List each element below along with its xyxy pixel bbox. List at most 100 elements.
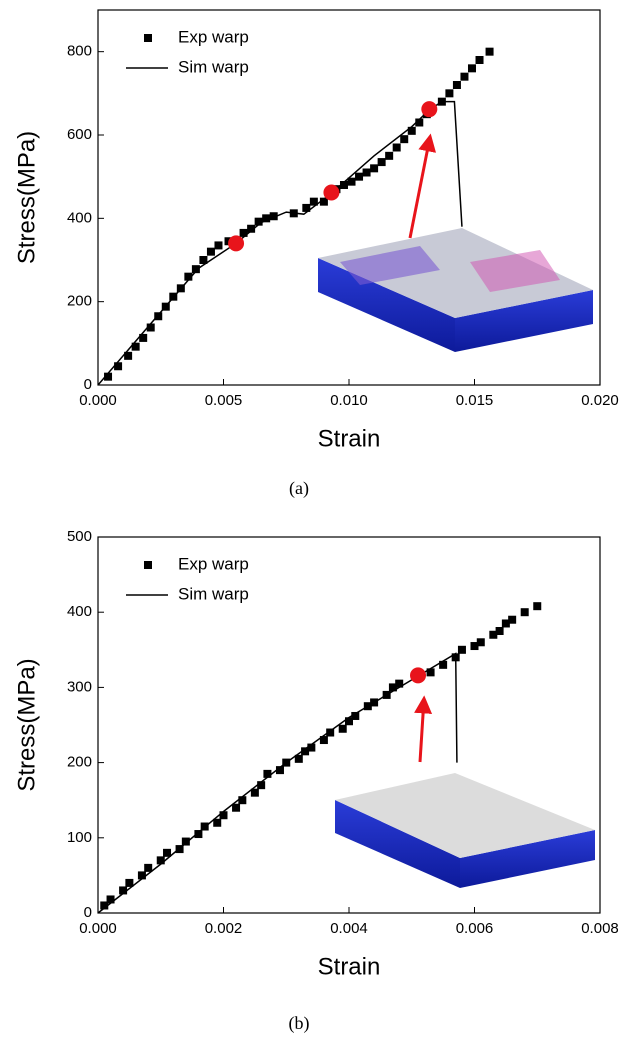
- data-point: [124, 351, 133, 360]
- x-tick-label: 0.020: [581, 392, 619, 409]
- data-point: [467, 64, 476, 73]
- data-point: [206, 247, 215, 256]
- x-tick-label: 0.002: [205, 920, 243, 937]
- data-point: [100, 901, 109, 910]
- data-point: [262, 214, 271, 223]
- data-point: [184, 272, 193, 281]
- data-point: [275, 766, 284, 775]
- highlight-point: [421, 101, 438, 118]
- x-tick-label: 0.006: [456, 920, 494, 937]
- data-point: [119, 886, 128, 895]
- data-point: [239, 228, 248, 237]
- data-point: [400, 135, 409, 144]
- data-point: [385, 151, 394, 160]
- x-tick-label: 0.000: [79, 392, 117, 409]
- data-point: [263, 769, 272, 778]
- y-tick-label: 300: [67, 678, 92, 695]
- data-point: [362, 168, 371, 177]
- data-point: [351, 711, 360, 720]
- data-point: [106, 895, 115, 904]
- data-point: [439, 660, 448, 669]
- caption: (b): [289, 1013, 310, 1034]
- arrow: [408, 133, 437, 239]
- data-line: [97, 100, 463, 386]
- data-point: [370, 164, 379, 173]
- y-tick-label: 600: [67, 126, 92, 143]
- x-axis-label: Strain: [318, 953, 381, 980]
- y-tick-label: 400: [67, 209, 92, 226]
- caption: (a): [289, 478, 309, 499]
- highlight-point: [410, 667, 427, 684]
- y-tick-label: 400: [67, 603, 92, 620]
- data-point: [326, 728, 335, 737]
- data-point: [247, 224, 256, 233]
- legend-label: Exp warp: [178, 27, 249, 46]
- data-point: [154, 312, 163, 321]
- data-point: [470, 642, 479, 651]
- data-point: [137, 871, 146, 880]
- data-point: [475, 56, 484, 64]
- data-point: [319, 197, 328, 206]
- data-point: [194, 830, 203, 839]
- legend-label: Sim warp: [178, 584, 249, 603]
- data-line: [97, 652, 458, 914]
- data-point: [163, 848, 172, 857]
- y-tick-label: 0: [84, 376, 92, 393]
- data-point: [485, 47, 494, 56]
- data-point: [294, 754, 303, 763]
- data-point: [339, 181, 348, 189]
- data-point: [156, 856, 165, 865]
- data-point: [181, 837, 190, 846]
- data-point: [489, 630, 498, 639]
- y-tick-label: 200: [67, 293, 92, 310]
- data-point: [445, 89, 454, 98]
- data-point: [319, 736, 328, 745]
- x-axis-label: Strain: [318, 425, 381, 452]
- data-point: [460, 72, 469, 81]
- data-point: [257, 781, 266, 790]
- data-point: [395, 679, 404, 688]
- data-point: [114, 362, 123, 371]
- data-point: [144, 863, 153, 872]
- data-point: [533, 602, 542, 611]
- data-point: [146, 323, 155, 332]
- data-point: [219, 811, 228, 820]
- legend-marker: [144, 34, 152, 42]
- data-point: [338, 724, 347, 733]
- x-tick-label: 0.005: [205, 392, 243, 409]
- y-tick-label: 100: [67, 829, 92, 846]
- data-point: [254, 217, 263, 226]
- data-point: [355, 172, 364, 181]
- data-point: [309, 197, 318, 206]
- data-point: [232, 803, 241, 812]
- data-point: [139, 333, 148, 342]
- data-point: [495, 627, 504, 635]
- highlight-point: [323, 184, 340, 201]
- data-point: [104, 372, 113, 381]
- data-point: [238, 796, 247, 805]
- y-axis-label: Stress(MPa): [13, 658, 40, 791]
- y-tick-label: 0: [84, 904, 92, 921]
- data-point: [426, 668, 435, 677]
- legend-label: Sim warp: [178, 57, 249, 76]
- data-point: [301, 747, 310, 756]
- legend-marker: [144, 561, 152, 569]
- inset-model-b: [335, 773, 595, 888]
- x-tick-label: 0.008: [581, 920, 619, 937]
- legend-label: Exp warp: [178, 554, 249, 573]
- data-point: [302, 203, 311, 212]
- data-point: [388, 683, 397, 692]
- data-point: [377, 158, 386, 167]
- data-point: [452, 81, 461, 89]
- x-tick-label: 0.015: [456, 392, 494, 409]
- data-point: [213, 818, 222, 827]
- data-point: [191, 265, 200, 274]
- y-tick-label: 800: [67, 43, 92, 60]
- data-point: [131, 342, 140, 351]
- data-point: [508, 615, 517, 624]
- data-point: [269, 212, 278, 221]
- data-point: [125, 878, 134, 887]
- y-tick-label: 500: [67, 528, 92, 545]
